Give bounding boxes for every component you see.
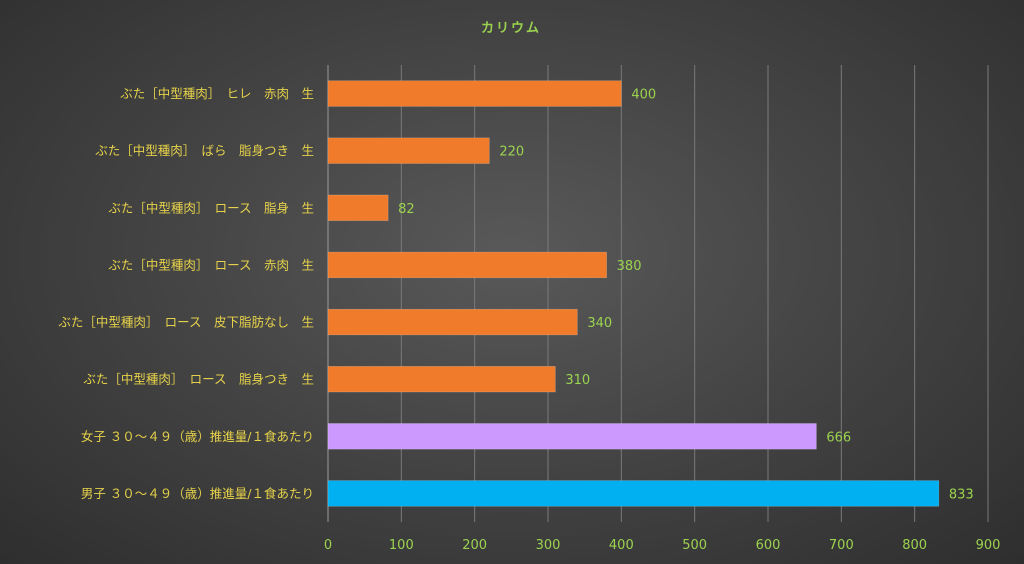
x-tick-label: 700 [829,538,854,553]
bar [327,80,622,107]
category-label: 女子 ３０～４９（歳）推進量/１食あたり [81,429,314,444]
x-tick-label: 800 [902,538,927,553]
data-label: 833 [949,487,974,502]
bar [327,366,556,393]
x-tick-label: 0 [324,538,332,553]
value-labels: 400 220 82 380 340 310 666 833 [398,88,974,503]
bar [327,308,578,336]
bar [327,423,817,450]
bar [327,251,607,279]
x-tick-label: 500 [682,538,707,553]
data-label: 340 [587,316,612,331]
x-tick-label: 400 [609,538,634,553]
bar [327,137,490,164]
category-label: ぶた［中型種肉］ ヒレ 赤肉 生 [120,86,314,101]
x-tick-label: 900 [976,538,1001,553]
bars [327,80,940,507]
x-tick-label: 200 [462,538,487,553]
x-tick-label: 100 [389,538,414,553]
bar [327,480,940,507]
category-label: ぶた［中型種肉］ ロース 赤肉 生 [108,257,314,272]
x-tick-label: 300 [536,538,561,553]
data-label: 666 [826,430,851,445]
bar [327,194,389,221]
data-label: 310 [565,373,590,388]
category-label: ぶた［中型種肉］ ロース 脂身つき 生 [83,372,314,387]
category-label: ぶた［中型種肉］ ロース 皮下脂肪なし 生 [58,315,314,330]
data-label: 380 [617,259,642,274]
category-label: ぶた［中型種肉］ ロース 脂身 生 [108,200,314,215]
data-label: 400 [631,88,656,103]
data-label: 82 [398,202,415,217]
data-label: 220 [499,145,524,160]
x-tick-label: 600 [756,538,781,553]
x-axis-ticks: 0 100 200 300 400 500 600 700 800 900 [324,538,1001,553]
chart-title: カリウム [481,21,541,36]
gridlines [327,65,989,522]
category-label: 男子 ３０～４９（歳）推進量/１食あたり [81,486,314,501]
category-label: ぶた［中型種肉］ ばら 脂身つき 生 [95,143,314,158]
category-labels: ぶた［中型種肉］ ヒレ 赤肉 生ぶた［中型種肉］ ばら 脂身つき 生ぶた［中型種… [58,86,314,501]
